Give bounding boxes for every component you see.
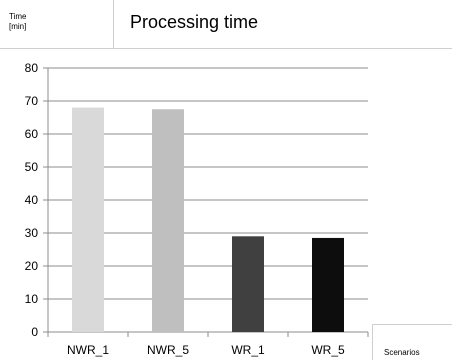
x-axis-label-box: Scenarios <box>372 324 452 360</box>
bar <box>152 109 184 332</box>
y-tick-label: 0 <box>31 325 38 339</box>
y-tick-label: 60 <box>25 127 39 141</box>
y-tick-label: 40 <box>25 193 39 207</box>
x-axis-label: Scenarios <box>384 348 420 357</box>
y-tick-label: 80 <box>25 61 39 75</box>
bar <box>72 107 104 332</box>
y-tick-label: 30 <box>25 226 39 240</box>
y-tick-label: 10 <box>25 292 39 306</box>
x-tick-label: NWR_5 <box>147 343 189 357</box>
x-tick-label: WR_1 <box>231 343 265 357</box>
y-axis-label-box: Time [min] <box>0 0 114 49</box>
bar <box>232 236 264 332</box>
chart-title: Processing time <box>130 12 259 32</box>
title-box: Processing time <box>114 0 452 49</box>
x-tick-label: WR_5 <box>311 343 345 357</box>
y-tick-label: 50 <box>25 160 39 174</box>
x-tick-label: NWR_1 <box>67 343 109 357</box>
y-tick-label: 70 <box>25 94 39 108</box>
y-axis-label: Time [min] <box>9 12 27 31</box>
bar <box>312 237 344 332</box>
y-tick-label: 20 <box>25 259 39 273</box>
